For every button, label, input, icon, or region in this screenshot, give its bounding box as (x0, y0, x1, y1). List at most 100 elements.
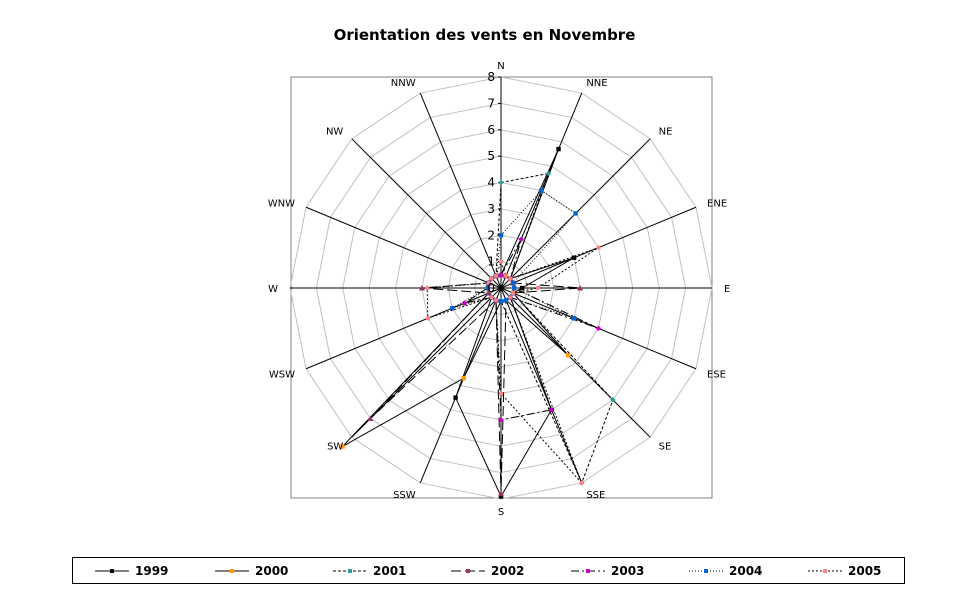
legend-swatch (215, 568, 249, 573)
data-point-2005-w (424, 285, 430, 291)
legend-swatch (95, 568, 129, 573)
data-point-2004-e (511, 285, 517, 291)
series-2000 (340, 272, 571, 449)
data-point-2003-n (498, 272, 504, 278)
legend-label: 2003 (611, 563, 645, 578)
axis-label-ne: NE (659, 126, 673, 137)
axis-label-wsw: WSW (269, 369, 295, 380)
spoke-wnw (305, 206, 502, 289)
data-point-2001-nne (545, 170, 552, 177)
r-tick-label: 2 (487, 228, 495, 242)
data-point-2004-sse (503, 297, 509, 303)
legend-label: 2000 (255, 563, 289, 578)
data-point-2004-n (498, 233, 504, 238)
legend-label: 1999 (135, 563, 169, 578)
data-point-2005-e (535, 285, 541, 291)
legend-label: 2004 (729, 563, 763, 578)
r-tick-label: 6 (487, 123, 495, 137)
series-line-1999 (455, 148, 575, 498)
data-point-2003-wsw (461, 300, 468, 306)
legend-item-2004: 2004 (687, 558, 762, 583)
data-point-2000-sw (340, 444, 345, 449)
data-point-2005-sw (489, 295, 494, 300)
data-point-2004-nne (539, 188, 544, 193)
axis-label-ssw: SSW (393, 490, 416, 501)
data-point-2005-nw (489, 276, 494, 281)
axis-label-nnw: NNW (391, 78, 416, 89)
spoke-nnw (419, 92, 502, 289)
data-point-2003-sse (548, 407, 555, 413)
data-point-2004-ese (571, 316, 577, 321)
r-tick-label: 4 (487, 176, 495, 190)
legend-item-2001: 2001 (331, 558, 406, 583)
legend-swatch (689, 568, 723, 573)
data-point-2002-wsw (485, 290, 492, 296)
legend-item-2003: 2003 (569, 558, 644, 583)
data-point-2002-sw (367, 415, 374, 422)
spoke-wsw (305, 287, 502, 370)
data-point-2000-se (565, 352, 571, 358)
axis-label-n: N (497, 61, 504, 72)
data-point-2001-n (498, 179, 504, 186)
data-point-1999-s (498, 494, 504, 499)
legend-item-1999: 1999 (93, 558, 168, 583)
axis-label-w: W (268, 284, 278, 295)
legend-label: 2001 (373, 563, 407, 578)
data-point-2004-wsw (450, 305, 455, 311)
data-point-1999-nne (556, 146, 561, 152)
data-point-2004-ene (510, 280, 516, 286)
legend-label: 2002 (491, 563, 525, 578)
data-point-2001-se (610, 397, 616, 403)
data-point-2005-s (498, 391, 504, 396)
legend-swatch (571, 568, 605, 573)
legend-swatch (451, 568, 485, 573)
legend: 1999 2000 2001 2002 2003 2004 2005 (72, 557, 905, 584)
series-2005 (424, 245, 601, 486)
data-point-2004-w (485, 285, 491, 291)
data-point-2003-ese (595, 325, 602, 332)
chart-title: Orientation des vents en Novembre (333, 26, 636, 44)
r-tick-label: 0 (487, 281, 495, 295)
data-point-2005-sse (579, 480, 584, 486)
axis-label-wnw: WNW (268, 199, 295, 210)
data-point-2005-nne (503, 273, 509, 279)
axis-label-s: S (498, 507, 504, 518)
legend-item-2002: 2002 (449, 558, 524, 583)
legend-label: 2005 (848, 563, 882, 578)
r-tick-label: 5 (487, 149, 495, 163)
r-tick-label: 3 (487, 202, 495, 216)
legend-item-2005: 2005 (806, 558, 881, 583)
data-point-2005-wnw (486, 280, 492, 286)
axis-labels: N NNE NE ENE E ESE SE SSE S SSW SW WSW W WNW NW NNW (268, 61, 731, 518)
data-point-2003-s (498, 417, 504, 423)
spoke-nw (351, 138, 502, 289)
r-tick-labels: 0 1 2 3 4 5 6 7 8 (487, 70, 495, 295)
axis-label-sse: SSE (586, 490, 605, 501)
data-point-2000-ssw (461, 375, 466, 381)
data-point-2004-ne (573, 211, 578, 216)
data-point-2004-s (498, 298, 504, 304)
data-point-2005-ese (510, 290, 516, 296)
r-tick-label: 1 (487, 255, 495, 269)
r-tick-label: 7 (487, 96, 495, 110)
data-point-2005-ne (508, 276, 513, 281)
r-tick-label: 8 (487, 70, 495, 84)
legend-swatch (333, 568, 367, 573)
axis-label-nw: NW (326, 126, 343, 137)
data-point-2005-se (508, 295, 513, 300)
data-point-2005-n (498, 259, 504, 264)
legend-item-2000: 2000 (213, 558, 288, 583)
axis-label-nne: NNE (586, 78, 607, 89)
data-point-2005-ssw (493, 297, 499, 303)
data-point-1999-e (519, 285, 525, 291)
axis-label-ene: ENE (707, 199, 727, 210)
axis-label-sw: SW (327, 442, 343, 453)
axis-label-e: E (724, 284, 730, 295)
data-point-2005-nnw (493, 273, 499, 279)
spoke-ssw (419, 287, 502, 484)
data-point-2002-w (418, 285, 425, 291)
spoke-sse (500, 287, 583, 484)
data-point-2002-s (498, 490, 504, 497)
data-point-1999-ene (571, 255, 577, 260)
data-point-2005-ene (596, 245, 601, 250)
